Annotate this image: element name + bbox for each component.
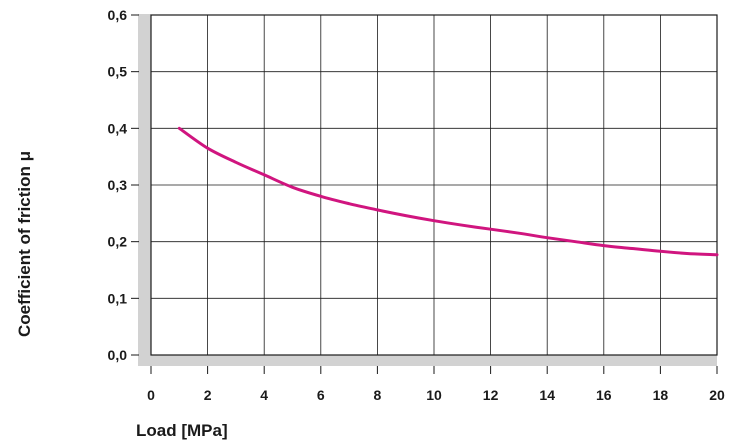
data-point <box>461 224 463 226</box>
x-tick-label: 2 <box>204 387 212 403</box>
y-tick-label: 0,2 <box>108 234 128 250</box>
x-tick-label: 16 <box>596 387 612 403</box>
y-tick-labels: 0,0 0,1 0,2 0,3 0,4 0,5 0,6 <box>108 7 139 363</box>
y-tick-label: 0,3 <box>108 177 128 193</box>
y-tick-label: 0,5 <box>108 64 128 80</box>
data-point <box>263 174 265 176</box>
x-tick-label: 0 <box>147 387 155 403</box>
data-point <box>546 237 548 239</box>
x-axis-title: Load [MPa] <box>136 421 228 440</box>
grid <box>151 15 717 355</box>
y-tick-label: 0,6 <box>108 7 128 23</box>
data-point <box>603 245 605 247</box>
x-tick-label: 12 <box>483 387 499 403</box>
data-point <box>490 228 492 230</box>
y-tick-label: 0,1 <box>108 290 128 306</box>
data-point <box>433 220 435 222</box>
x-tick-label: 4 <box>260 387 268 403</box>
plot-frame <box>150 14 718 356</box>
data-point <box>320 195 322 197</box>
y-tick-label: 0,4 <box>108 120 128 136</box>
data-point <box>631 248 633 250</box>
series-line <box>177 126 719 257</box>
data-point <box>178 127 180 129</box>
x-tick-labels: 0 2 4 6 8 10 12 14 16 18 20 <box>147 366 725 403</box>
data-point <box>688 253 690 255</box>
y-axis-band <box>138 14 151 366</box>
x-tick-label: 8 <box>374 387 382 403</box>
data-point <box>405 215 407 217</box>
data-point <box>377 209 379 211</box>
x-tick-label: 18 <box>653 387 669 403</box>
data-point <box>235 161 237 163</box>
data-point <box>575 241 577 243</box>
y-axis-title: Coefficient of friction μ <box>15 151 34 337</box>
data-point <box>348 203 350 205</box>
data-point <box>660 250 662 252</box>
y-tick-label: 0,0 <box>108 347 128 363</box>
series-layer <box>177 126 719 257</box>
data-point <box>716 254 718 256</box>
x-axis-band <box>138 355 717 366</box>
data-point <box>518 232 520 234</box>
x-tick-label: 20 <box>709 387 725 403</box>
data-point <box>207 147 209 149</box>
x-tick-label: 6 <box>317 387 325 403</box>
x-tick-label: 10 <box>426 387 442 403</box>
x-tick-label: 14 <box>539 387 555 403</box>
data-point <box>292 186 294 188</box>
